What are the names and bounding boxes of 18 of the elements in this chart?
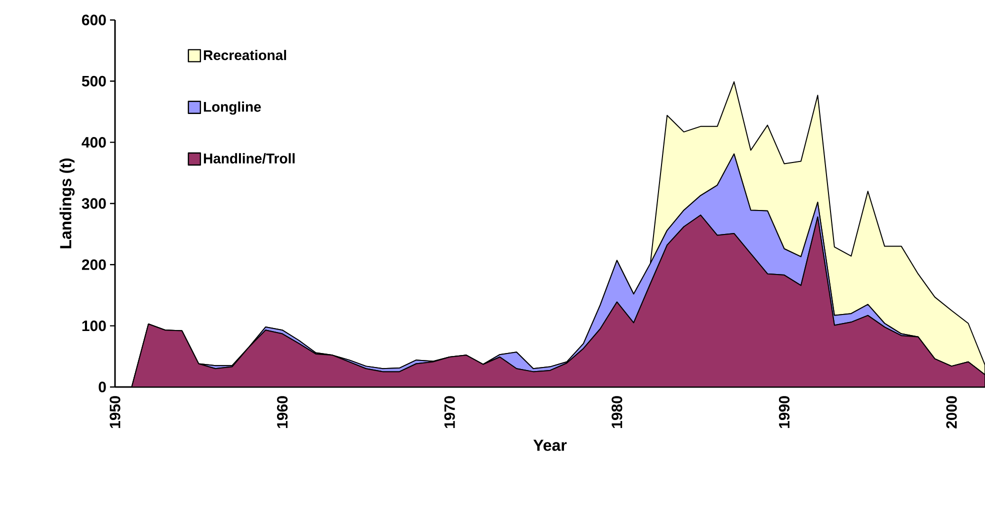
x-tick-label: 1980 [612,396,622,428]
x-tick-label: 1970 [444,396,455,428]
y-tick-label: 400 [82,137,106,148]
x-tick-label: 1950 [110,396,120,428]
x-tick-label: 1990 [778,396,790,428]
y-tick-label: 300 [82,198,106,209]
legend-label: Recreational [204,50,286,60]
legend-label: Handline/Troll [204,153,295,164]
y-axis-title: Landings (t) [60,158,75,248]
y-tick-label: 200 [82,259,106,270]
y-tick-label: 600 [82,14,106,26]
x-axis-title: Year [533,440,567,451]
x-tick-label: 1960 [277,396,288,428]
y-tick-label: 500 [82,76,106,86]
legend-label: Longline [204,102,261,115]
y-tick-label: 100 [82,320,106,332]
y-tick-label: 0 [98,382,106,392]
x-tick-label: 2000 [946,396,957,428]
